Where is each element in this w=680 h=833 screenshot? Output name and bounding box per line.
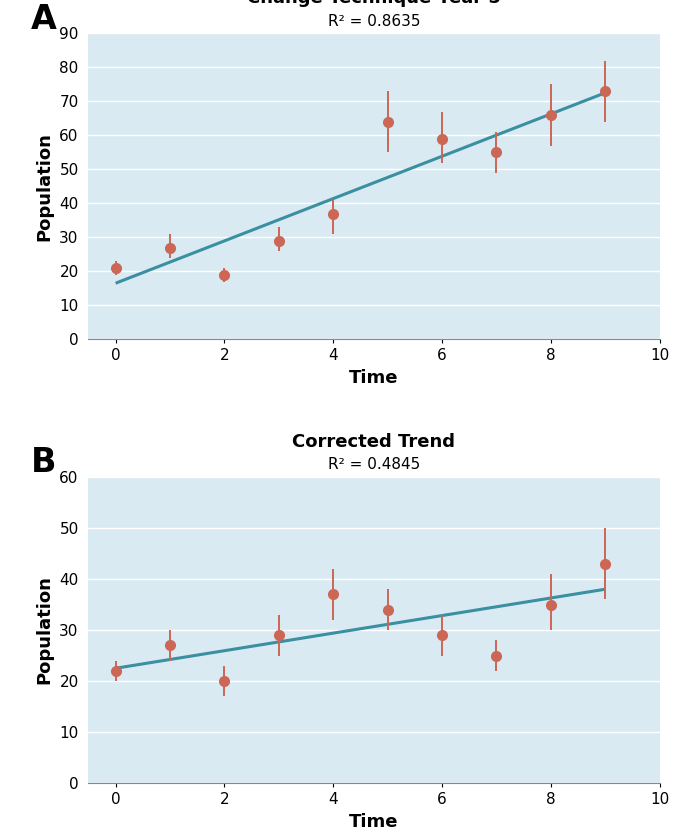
Text: R² = 0.4845: R² = 0.4845 [328, 457, 420, 472]
Text: R² = 0.8635: R² = 0.8635 [328, 13, 420, 28]
X-axis label: Time: Time [350, 813, 398, 831]
Text: A: A [31, 2, 57, 36]
Text: Change Technique Year 5: Change Technique Year 5 [247, 0, 501, 7]
Y-axis label: Population: Population [36, 576, 54, 685]
Y-axis label: Population: Population [36, 132, 54, 241]
X-axis label: Time: Time [350, 369, 398, 387]
Text: B: B [31, 446, 57, 480]
Text: Corrected Trend: Corrected Trend [292, 433, 456, 451]
